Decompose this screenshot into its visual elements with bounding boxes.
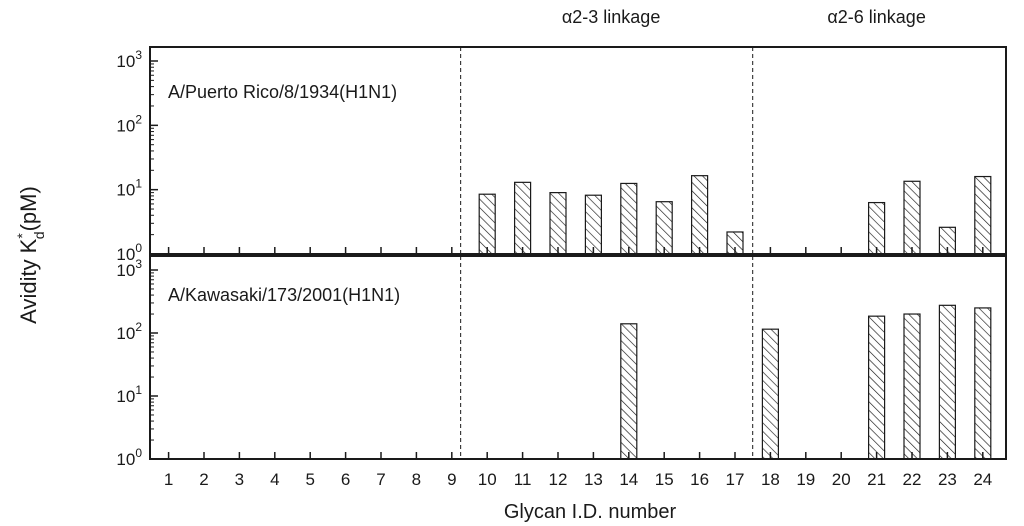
x-tick-label: 9: [447, 470, 456, 489]
y-axis-title-sub: d: [31, 231, 47, 239]
x-tick-label: 10: [478, 470, 497, 489]
bar: [584, 194, 603, 255]
x-tick-label: 6: [341, 470, 350, 489]
y-axis-title-unit: (pM): [16, 186, 41, 231]
x-tick-label: 16: [690, 470, 709, 489]
x-tick-label: 11: [514, 470, 532, 489]
y-tick-label: 101: [116, 177, 142, 200]
x-tick-label: 1: [164, 470, 173, 489]
panel-label: A/Kawasaki/173/2001(H1N1): [168, 285, 400, 305]
x-tick-label: 4: [270, 470, 279, 489]
x-tick-label: 14: [619, 470, 638, 489]
section-label: α2-3 linkage: [562, 7, 660, 27]
x-tick-label: 24: [973, 470, 992, 489]
linkage-separators: [460, 47, 754, 459]
bar: [549, 192, 567, 255]
bar: [974, 175, 992, 255]
bar: [478, 193, 496, 255]
x-tick-label: 7: [376, 470, 385, 489]
x-tick-label: 5: [305, 470, 314, 489]
x-tick-label: 13: [584, 470, 603, 489]
y-tick-label: 101: [116, 383, 142, 406]
x-tick-label: 18: [761, 470, 780, 489]
y-tick-label: 102: [116, 320, 142, 343]
bar: [761, 328, 780, 460]
y-axis-title: Avidity K*d(pM): [14, 186, 47, 324]
bar: [690, 175, 709, 255]
x-axis-title: Glycan I.D. number: [504, 501, 677, 523]
panel-frame: [149, 255, 1007, 460]
y-axis-title-sup: *: [14, 233, 30, 239]
y-tick-label: 100: [116, 446, 142, 469]
bar: [974, 307, 992, 460]
x-tick-label: 21: [867, 470, 886, 489]
y-tick-label: 102: [116, 112, 142, 135]
bar: [513, 181, 532, 255]
bar: [655, 201, 673, 255]
x-tick-label: 12: [549, 470, 568, 489]
panel-label: A/Puerto Rico/8/1934(H1N1): [168, 82, 397, 102]
bar: [620, 182, 638, 255]
y-tick-label: 103: [116, 48, 142, 71]
y-tick-label: 100: [116, 241, 142, 264]
x-tick-label: 20: [832, 470, 851, 489]
x-axis-ticks: 1 2 3 4 5 6 7 8 9 10 11 12 13 14 15 16 17 18 19 20 21 22 23 24: [164, 247, 992, 489]
bars: [478, 175, 992, 460]
bar: [903, 180, 921, 255]
y-axis-title-main: Avidity K: [16, 238, 41, 324]
section-labels: α2-3 linkage α2-6 linkage: [562, 7, 926, 27]
x-tick-label: 2: [199, 470, 208, 489]
bar: [867, 201, 886, 255]
bar: [938, 304, 957, 460]
panel-labels: A/Puerto Rico/8/1934(H1N1) A/Kawasaki/173…: [168, 82, 400, 305]
x-tick-label: 15: [655, 470, 674, 489]
bar: [620, 323, 638, 460]
x-tick-label: 23: [938, 470, 957, 489]
bar: [867, 315, 886, 460]
x-tick-label: 8: [412, 470, 421, 489]
x-tick-label: 19: [796, 470, 815, 489]
section-label: α2-6 linkage: [827, 7, 925, 27]
x-tick-label: 22: [903, 470, 922, 489]
y-tick-label: 103: [116, 257, 142, 280]
x-tick-label: 17: [726, 470, 745, 489]
bar: [903, 313, 921, 460]
x-tick-label: 3: [235, 470, 244, 489]
